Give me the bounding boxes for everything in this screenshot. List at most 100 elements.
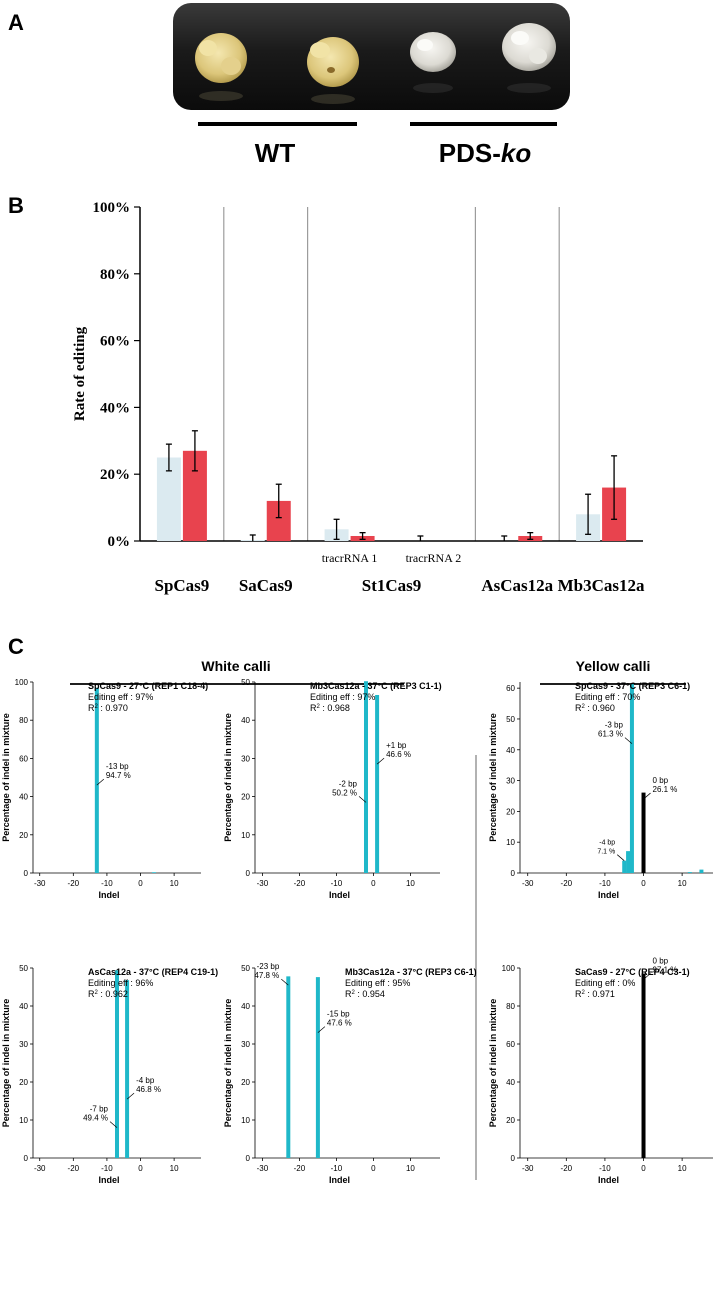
panel-b-y-label: Rate of editing xyxy=(72,326,88,421)
pds-bracket xyxy=(410,122,557,126)
calli-photo xyxy=(173,3,570,110)
indel-y-label: Percentage of indel in mixture xyxy=(1,713,11,842)
yellow-callus-1 xyxy=(195,33,247,101)
indel-y-tick-label: 40 xyxy=(506,746,515,755)
panel-b-y-tick-label: 40% xyxy=(100,400,130,416)
r-squared-symbol: R xyxy=(575,703,582,713)
indel-chart-c6: 0 20 40 60 80 100 -30 -20 -10 0 10 Indel Percentage … xyxy=(488,956,713,1185)
indel-y-label: Percentage of indel in mixture xyxy=(488,713,498,842)
indel-x-tick-label: -20 xyxy=(68,879,80,888)
indel-y-label: Percentage of indel in mixture xyxy=(1,999,11,1128)
indel-x-label: Indel xyxy=(598,1175,619,1185)
indel-y-tick-label: 40 xyxy=(506,1078,515,1087)
indel-chart-c3: 0 10 20 30 40 50 60 -30 -20 -10 0 10 Indel Percentage… xyxy=(488,681,713,900)
indel-x-tick-label: 0 xyxy=(138,1164,143,1173)
indel-chart-title: SpCas9 - 37°C (REP3 C6-1) xyxy=(575,681,690,691)
panel-b-y-tick-label: 20% xyxy=(100,467,130,483)
indel-annotation-leader xyxy=(616,854,625,861)
panel-b-category-label: St1Cas9 xyxy=(362,576,422,595)
indel-y-tick-label: 100 xyxy=(15,678,29,687)
indel-annotation-percent: 7.1 % xyxy=(597,849,615,856)
indel-y-tick-label: 0 xyxy=(511,869,516,878)
indel-x-tick-label: 0 xyxy=(641,879,646,888)
indel-annotation-leader xyxy=(643,792,651,800)
r-squared-value: : 0.970 xyxy=(98,703,128,713)
indel-chart-c5: 0 10 20 30 40 50 -30 -20 -10 0 10 Indel Percentage o… xyxy=(223,962,477,1185)
pds-ko-label: PDS-ko xyxy=(439,138,532,168)
indel-chart-title: Mb3Cas12a - 37°C (REP3 C1-1) xyxy=(310,681,442,691)
white-calli-header: White calli xyxy=(201,658,270,674)
indel-chart-c2: 0 10 20 30 40 50 -30 -20 -10 0 10 Indel Percentage o… xyxy=(223,678,442,900)
indel-y-tick-label: 10 xyxy=(241,831,250,840)
indel-r-squared: R2 : 0.962 xyxy=(88,989,128,999)
indel-annotation-size: -4 bp xyxy=(136,1076,155,1085)
indel-r-squared: R2 : 0.971 xyxy=(575,989,615,999)
indel-editing-efficiency: Editing eff : 96% xyxy=(88,978,153,988)
indel-bar xyxy=(94,687,99,873)
ko-label: ko xyxy=(501,138,531,168)
indel-y-tick-label: 0 xyxy=(246,1154,251,1163)
indel-r-squared: R2 : 0.968 xyxy=(310,703,350,713)
indel-x-tick-label: 0 xyxy=(371,1164,376,1173)
indel-annotation-leader xyxy=(358,796,367,803)
indel-chart-title: AsCas12a - 37°C (REP4 C19-1) xyxy=(88,967,218,977)
r-squared-value: : 0.960 xyxy=(585,703,615,713)
indel-annotation-percent: 26.1 % xyxy=(653,785,678,794)
indel-chart-c4: 0 10 20 30 40 50 -30 -20 -10 0 10 Indel Percentage o… xyxy=(1,964,218,1185)
indel-x-tick-label: -30 xyxy=(522,879,534,888)
panel-b-category-label: SaCas9 xyxy=(239,576,293,595)
indel-annotation-leader xyxy=(376,757,385,765)
indel-annotation-leader xyxy=(96,778,105,786)
indel-x-tick-label: -20 xyxy=(294,1164,306,1173)
indel-annotation-size: +1 bp xyxy=(386,741,407,750)
r-squared-superscript: 2 xyxy=(317,704,321,710)
indel-annotation-leader xyxy=(317,1026,326,1033)
indel-x-tick-label: -10 xyxy=(101,879,113,888)
indel-y-tick-label: 80 xyxy=(19,716,28,725)
indel-y-tick-label: 20 xyxy=(241,793,250,802)
indel-annotation-size: -3 bp xyxy=(605,721,624,730)
indel-x-tick-label: -30 xyxy=(34,879,46,888)
yellow-callus-2 xyxy=(307,37,359,104)
indel-x-tick-label: 0 xyxy=(641,1164,646,1173)
indel-r-squared: R2 : 0.954 xyxy=(345,989,385,999)
indel-bar xyxy=(364,681,368,873)
indel-r-squared: R2 : 0.970 xyxy=(88,703,128,713)
indel-y-tick-label: 40 xyxy=(241,1002,250,1011)
indel-bar xyxy=(622,860,627,873)
indel-y-tick-label: 60 xyxy=(19,754,28,763)
indel-y-tick-label: 20 xyxy=(506,807,515,816)
indel-annotation-percent: 46.8 % xyxy=(136,1085,161,1094)
panel-b-sub-label: tracrRNA 1 xyxy=(322,551,378,565)
indel-bar xyxy=(125,980,130,1158)
indel-y-tick-label: 40 xyxy=(19,1002,28,1011)
indel-x-tick-label: 10 xyxy=(406,1164,415,1173)
indel-editing-efficiency: Editing eff : 97% xyxy=(310,692,375,702)
indel-y-tick-label: 0 xyxy=(24,869,29,878)
r-squared-superscript: 2 xyxy=(352,990,356,996)
indel-x-tick-label: 10 xyxy=(170,1164,179,1173)
indel-annotation-leader xyxy=(643,973,651,980)
pds-label: PDS- xyxy=(439,138,501,168)
wt-bracket xyxy=(198,122,357,126)
r-squared-superscript: 2 xyxy=(582,990,586,996)
indel-annotation-leader xyxy=(126,1092,135,1100)
indel-y-tick-label: 0 xyxy=(511,1154,516,1163)
r-squared-superscript: 2 xyxy=(95,704,99,710)
indel-annotation-percent: 47.8 % xyxy=(254,971,279,980)
indel-x-tick-label: -10 xyxy=(599,1164,611,1173)
indel-bar xyxy=(699,869,704,873)
indel-editing-efficiency: Editing eff : 0% xyxy=(575,978,635,988)
panel-b-sub-label: tracrRNA 2 xyxy=(406,551,462,565)
indel-y-tick-label: 0 xyxy=(246,869,251,878)
indel-x-label: Indel xyxy=(329,890,350,900)
yellow-calli-header: Yellow calli xyxy=(576,658,651,674)
r-squared-symbol: R xyxy=(310,703,317,713)
indel-x-tick-label: -10 xyxy=(331,879,343,888)
indel-bar xyxy=(687,872,692,873)
indel-annotation-percent: 97.1 % xyxy=(653,965,678,974)
indel-bar xyxy=(641,973,646,1158)
indel-annotation-size: -4 bp xyxy=(599,840,615,847)
indel-x-tick-label: -20 xyxy=(561,1164,573,1173)
indel-y-label: Percentage of indel in mixture xyxy=(488,999,498,1128)
